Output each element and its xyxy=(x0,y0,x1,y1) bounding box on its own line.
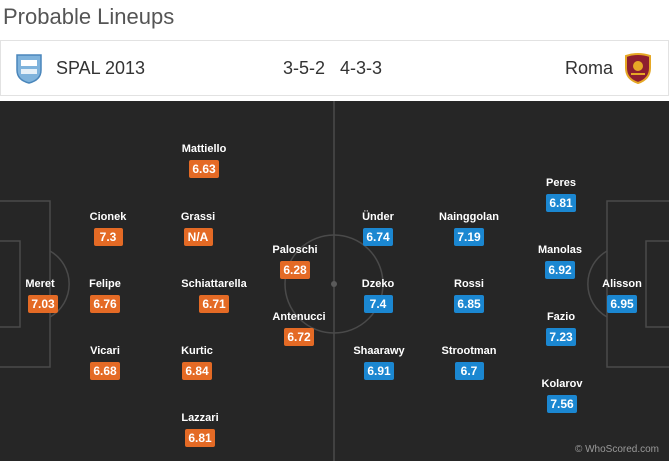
player-rating: 7.4 xyxy=(363,295,393,313)
player-name: Fazio xyxy=(546,311,576,323)
home-team-name: SPAL 2013 xyxy=(56,58,146,78)
home-player[interactable]: Antenucci 6.72 xyxy=(264,310,334,346)
player-rating: 7.56 xyxy=(547,395,577,413)
player-rating: 6.68 xyxy=(90,362,120,380)
pitch-markings xyxy=(0,101,669,461)
player-name: Rossi xyxy=(454,278,484,290)
player-name: Schiattarella xyxy=(181,278,247,290)
home-player[interactable]: Cionek 7.3 xyxy=(73,210,143,246)
player-name: Grassi xyxy=(180,211,216,223)
whoscored-watermark: © WhoScored.com xyxy=(574,444,659,455)
player-name: Meret xyxy=(25,278,55,290)
player-rating: 6.7 xyxy=(454,362,484,380)
player-name: Kurtic xyxy=(181,345,213,357)
home-player[interactable]: Paloschi 6.28 xyxy=(260,243,330,279)
player-rating: 7.3 xyxy=(93,228,123,246)
home-player[interactable]: Mattiello 6.63 xyxy=(169,142,239,178)
away-player[interactable]: Peres 6.81 xyxy=(526,176,596,212)
away-player[interactable]: Dzeko 7.4 xyxy=(343,277,413,313)
player-rating: 6.92 xyxy=(545,261,575,279)
page-title: Probable Lineups xyxy=(3,4,175,29)
away-formation: 4-3-3 xyxy=(340,58,383,78)
away-player[interactable]: Rossi 6.85 xyxy=(434,277,504,313)
player-name: Peres xyxy=(546,177,576,189)
player-rating: 7.03 xyxy=(28,295,58,313)
home-player[interactable]: Schiattarella 6.71 xyxy=(179,277,249,313)
home-player[interactable]: Grassi N/A xyxy=(163,210,233,246)
match-header: SPAL 2013 3-5-2 4-3-3 Roma xyxy=(0,40,669,96)
player-name: Lazzari xyxy=(181,412,219,424)
player-name: Felipe xyxy=(89,278,121,290)
player-name: Nainggolan xyxy=(439,211,499,223)
away-player[interactable]: Nainggolan 7.19 xyxy=(434,210,504,246)
player-name: Manolas xyxy=(537,244,582,256)
player-rating: 6.63 xyxy=(189,160,219,178)
player-name: Mattiello xyxy=(181,143,227,155)
player-name: Shaarawy xyxy=(353,345,405,357)
player-rating: 6.84 xyxy=(182,362,212,380)
away-player[interactable]: Manolas 6.92 xyxy=(525,243,595,279)
player-rating: 6.85 xyxy=(454,295,484,313)
player-name: Vicari xyxy=(90,345,120,357)
home-player[interactable]: Vicari 6.68 xyxy=(70,344,140,380)
pitch: Meret 7.03 Cionek 7.3 Felipe 6.76 Vicari… xyxy=(0,101,669,461)
player-name: Paloschi xyxy=(272,244,318,256)
home-formation: 3-5-2 xyxy=(283,58,326,78)
player-name: Kolarov xyxy=(541,378,583,390)
home-player[interactable]: Kurtic 6.84 xyxy=(162,344,232,380)
player-rating: 6.76 xyxy=(90,295,120,313)
home-player[interactable]: Lazzari 6.81 xyxy=(165,411,235,447)
player-name: Cionek xyxy=(89,211,127,223)
away-player[interactable]: Fazio 7.23 xyxy=(526,310,596,346)
away-player[interactable]: Ünder 6.74 xyxy=(343,210,413,246)
player-rating: 6.95 xyxy=(607,295,637,313)
player-rating: 6.28 xyxy=(280,261,310,279)
roma-crest-icon xyxy=(625,53,651,84)
player-name: Antenucci xyxy=(272,311,326,323)
player-rating: 6.81 xyxy=(546,194,576,212)
player-rating: 6.81 xyxy=(185,429,215,447)
away-player[interactable]: Kolarov 7.56 xyxy=(527,377,597,413)
player-rating: 7.23 xyxy=(546,328,576,346)
away-player[interactable]: Shaarawy 6.91 xyxy=(344,344,414,380)
player-rating: N/A xyxy=(183,228,213,246)
away-player[interactable]: Strootman 6.7 xyxy=(434,344,504,380)
spal-crest-icon xyxy=(16,54,42,84)
player-rating: 6.74 xyxy=(363,228,393,246)
home-player[interactable]: Felipe 6.76 xyxy=(70,277,140,313)
home-player[interactable]: Meret 7.03 xyxy=(8,277,78,313)
away-team-name: Roma xyxy=(564,58,613,78)
player-name: Strootman xyxy=(441,345,497,357)
player-rating: 6.91 xyxy=(364,362,394,380)
player-rating: 6.72 xyxy=(284,328,314,346)
player-rating: 7.19 xyxy=(454,228,484,246)
player-name: Ünder xyxy=(362,211,394,223)
player-rating: 6.71 xyxy=(199,295,229,313)
player-name: Alisson xyxy=(602,278,642,290)
away-player[interactable]: Alisson 6.95 xyxy=(587,277,657,313)
player-name: Dzeko xyxy=(361,278,395,290)
